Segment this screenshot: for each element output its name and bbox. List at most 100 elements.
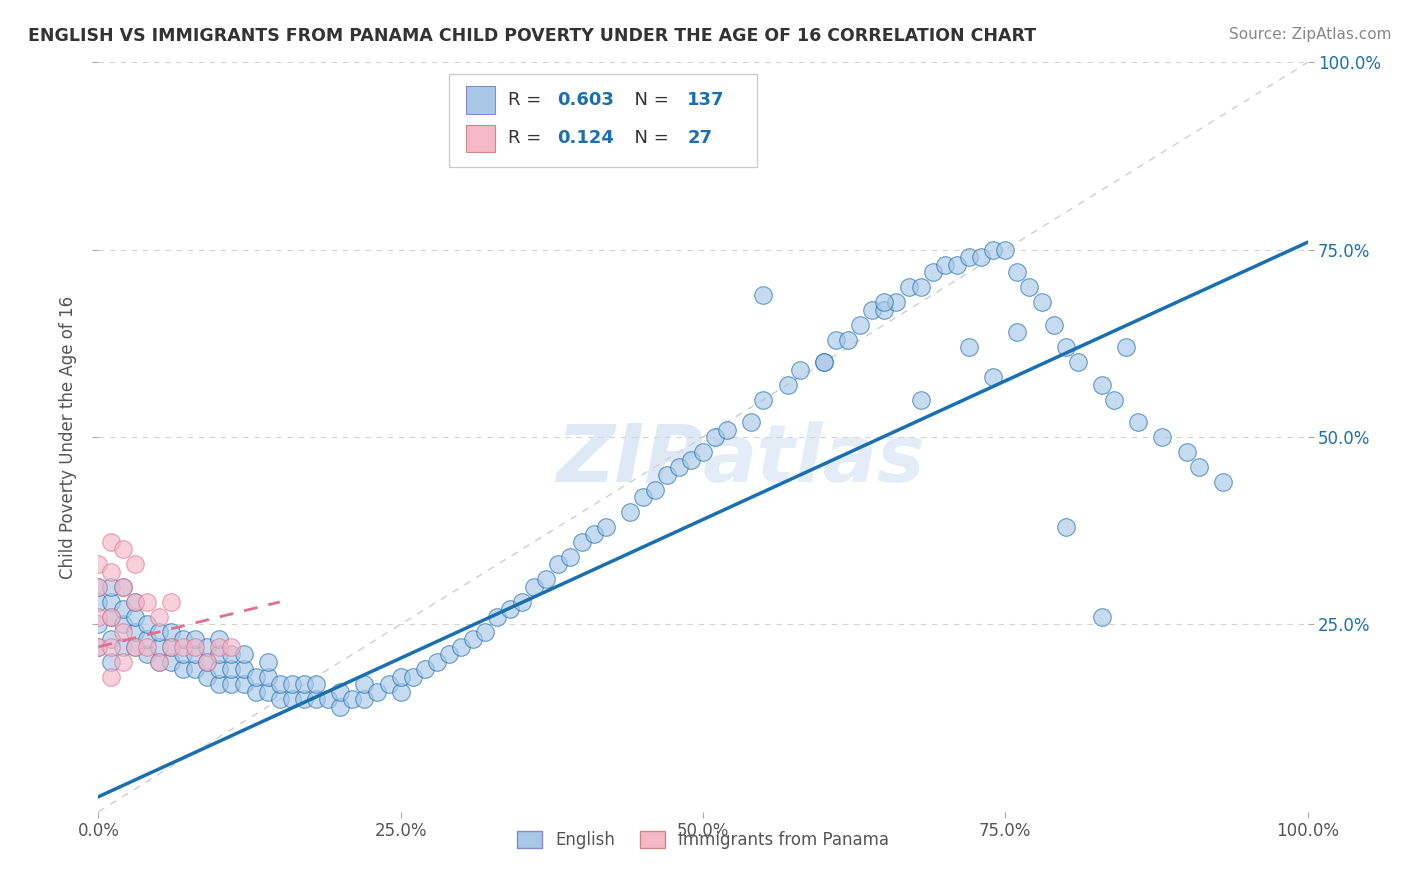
Text: ENGLISH VS IMMIGRANTS FROM PANAMA CHILD POVERTY UNDER THE AGE OF 16 CORRELATION : ENGLISH VS IMMIGRANTS FROM PANAMA CHILD …: [28, 27, 1036, 45]
Point: [1018, 280, 1040, 294]
Text: N =: N =: [623, 129, 675, 147]
Point: [208, 632, 231, 647]
Point: [1175, 445, 1198, 459]
Point: [111, 617, 134, 632]
Point: [135, 648, 157, 662]
Point: [184, 640, 207, 654]
Point: [160, 595, 183, 609]
Point: [208, 648, 231, 662]
Point: [160, 624, 183, 639]
Point: [305, 692, 328, 706]
Point: [897, 280, 920, 294]
Text: R =: R =: [509, 129, 547, 147]
Point: [124, 595, 146, 609]
Point: [1054, 340, 1077, 354]
Point: [498, 602, 520, 616]
Point: [692, 445, 714, 459]
Point: [981, 243, 1004, 257]
Point: [1007, 265, 1029, 279]
Text: N =: N =: [623, 91, 675, 110]
Point: [172, 632, 194, 647]
Point: [100, 565, 122, 579]
Point: [329, 699, 352, 714]
Point: [172, 648, 194, 662]
Point: [87, 610, 110, 624]
Point: [873, 295, 896, 310]
Point: [957, 250, 980, 264]
Point: [873, 302, 896, 317]
Point: [486, 610, 509, 624]
Point: [184, 632, 207, 647]
Point: [426, 655, 449, 669]
Point: [232, 677, 254, 691]
Point: [124, 610, 146, 624]
Point: [148, 624, 170, 639]
Point: [463, 632, 485, 647]
Point: [281, 677, 304, 691]
Point: [329, 685, 352, 699]
Point: [100, 610, 122, 624]
Text: R =: R =: [509, 91, 547, 110]
Point: [1102, 392, 1125, 407]
Point: [100, 595, 122, 609]
Point: [813, 355, 835, 369]
Point: [111, 640, 134, 654]
Point: [1091, 610, 1114, 624]
Point: [1128, 415, 1150, 429]
Point: [583, 527, 606, 541]
Point: [100, 640, 122, 654]
Text: 137: 137: [688, 91, 724, 110]
Point: [208, 677, 231, 691]
Point: [245, 670, 267, 684]
Point: [789, 362, 811, 376]
Point: [245, 685, 267, 699]
Point: [135, 617, 157, 632]
Point: [825, 333, 848, 347]
Point: [668, 460, 690, 475]
Point: [752, 287, 775, 301]
Point: [921, 265, 943, 279]
Point: [813, 355, 835, 369]
Point: [957, 340, 980, 354]
Point: [353, 677, 375, 691]
Point: [100, 632, 122, 647]
Point: [221, 648, 243, 662]
Point: [111, 624, 134, 639]
FancyBboxPatch shape: [465, 125, 495, 153]
Point: [716, 423, 738, 437]
Point: [100, 670, 122, 684]
Point: [389, 685, 412, 699]
Point: [124, 595, 146, 609]
Point: [571, 535, 593, 549]
Y-axis label: Child Poverty Under the Age of 16: Child Poverty Under the Age of 16: [59, 295, 77, 579]
Point: [970, 250, 993, 264]
Point: [160, 655, 183, 669]
Point: [148, 640, 170, 654]
Point: [87, 558, 110, 572]
Point: [474, 624, 496, 639]
Point: [124, 558, 146, 572]
Point: [124, 624, 146, 639]
Legend: English, Immigrants from Panama: English, Immigrants from Panama: [510, 824, 896, 855]
Point: [148, 610, 170, 624]
Point: [1188, 460, 1211, 475]
Point: [184, 648, 207, 662]
Point: [547, 558, 569, 572]
Point: [256, 655, 278, 669]
Point: [195, 640, 218, 654]
Point: [100, 610, 122, 624]
Text: ZIP: ZIP: [555, 420, 703, 499]
Point: [595, 520, 617, 534]
Point: [124, 640, 146, 654]
Point: [135, 595, 157, 609]
Point: [195, 655, 218, 669]
Point: [269, 677, 291, 691]
Point: [148, 655, 170, 669]
Text: atlas: atlas: [703, 420, 925, 499]
Point: [776, 377, 799, 392]
Point: [752, 392, 775, 407]
Point: [87, 580, 110, 594]
Point: [221, 662, 243, 676]
Point: [644, 483, 666, 497]
Point: [837, 333, 859, 347]
